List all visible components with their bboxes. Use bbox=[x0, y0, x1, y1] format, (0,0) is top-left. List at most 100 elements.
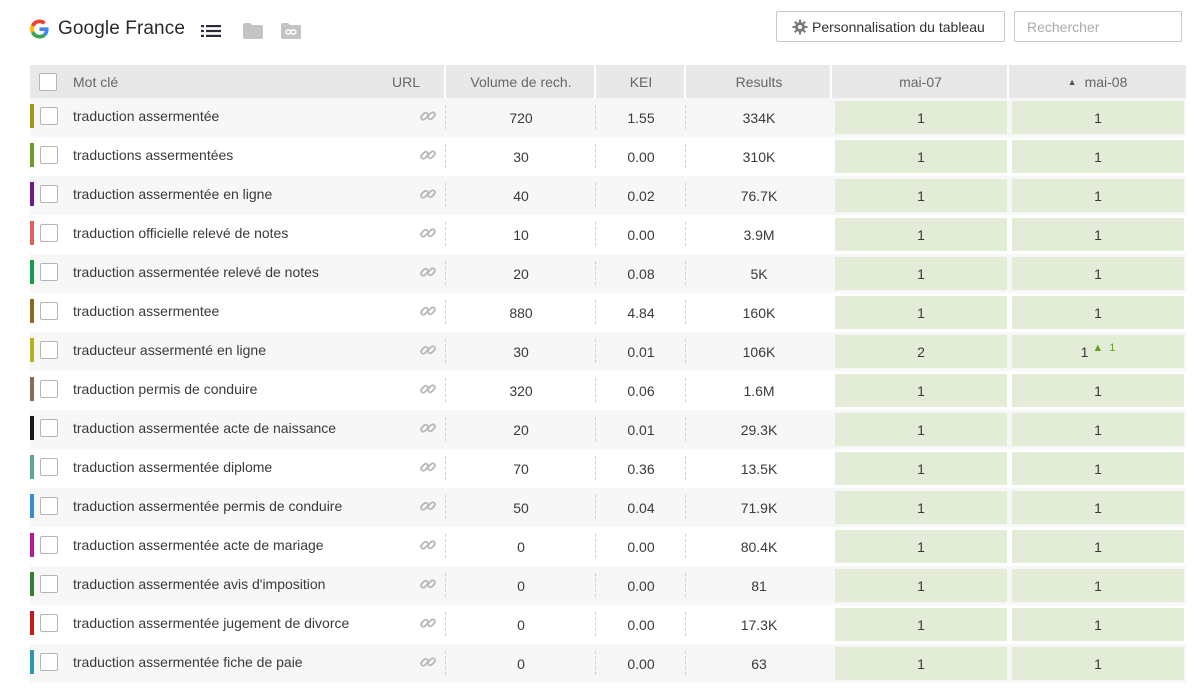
table-row[interactable]: traduction assermentée avis d'imposition… bbox=[30, 566, 1186, 605]
folder-icon[interactable] bbox=[242, 22, 264, 40]
row-checkbox[interactable] bbox=[40, 379, 58, 398]
row-checkbox[interactable] bbox=[40, 418, 58, 437]
volume-cell: 0 bbox=[446, 566, 596, 605]
link-icon[interactable] bbox=[419, 146, 437, 167]
link-icon[interactable] bbox=[419, 263, 437, 284]
link-icon[interactable] bbox=[419, 224, 437, 245]
row-checkbox[interactable] bbox=[40, 574, 58, 593]
table-row[interactable]: traduction assermentée jugement de divor… bbox=[30, 605, 1186, 644]
table-row[interactable]: traduction assermentee 880 4.84 160K 1 1 bbox=[30, 293, 1186, 332]
position-value: 1 bbox=[835, 296, 1007, 329]
keyword-text[interactable]: traduction assermentée en ligne bbox=[73, 185, 273, 202]
table-row[interactable]: traduction officielle relevé de notes 10 0… bbox=[30, 215, 1186, 254]
table-row[interactable]: traduction assermentée 720 1.55 334K 1 1 bbox=[30, 98, 1186, 137]
link-icon[interactable] bbox=[419, 575, 437, 596]
keyword-text[interactable]: traduction officielle relevé de notes bbox=[73, 224, 289, 241]
column-header-results[interactable]: Results bbox=[686, 65, 832, 98]
row-select bbox=[30, 332, 66, 371]
link-icon[interactable] bbox=[419, 653, 437, 674]
results-cell: 5K bbox=[750, 265, 768, 282]
row-select bbox=[30, 293, 66, 332]
link-icon[interactable] bbox=[419, 107, 437, 128]
keyword-text[interactable]: traduction assermentee bbox=[73, 302, 220, 319]
keyword-cell: traducteur assermenté en ligne bbox=[66, 332, 366, 371]
keyword-text[interactable]: traducteur assermenté en ligne bbox=[73, 341, 266, 358]
select-all-checkbox[interactable] bbox=[39, 72, 57, 91]
search-input[interactable] bbox=[1014, 11, 1182, 42]
customize-table-button[interactable]: Personnalisation du tableau bbox=[776, 11, 1005, 42]
row-checkbox[interactable] bbox=[40, 535, 58, 554]
table-row[interactable]: traductions assermentées 30 0.00 310K 1 1 bbox=[30, 137, 1186, 176]
position-date-1-cell: 1 bbox=[832, 254, 1009, 293]
keyword-text[interactable]: traduction assermentée acte de naissance bbox=[73, 419, 337, 436]
link-folder-icon[interactable] bbox=[280, 22, 302, 40]
link-icon[interactable] bbox=[419, 302, 437, 323]
position-value-container: 1 bbox=[1012, 452, 1184, 485]
column-header-volume[interactable]: Volume de rech. bbox=[446, 65, 596, 98]
link-icon[interactable] bbox=[419, 536, 437, 557]
table-row[interactable]: traduction assermentée permis de conduir… bbox=[30, 488, 1186, 527]
link-icon[interactable] bbox=[419, 380, 437, 401]
table-row[interactable]: traducteur assermenté en ligne 30 0.01 106K… bbox=[30, 332, 1186, 371]
keyword-cell: traduction assermentée en ligne bbox=[66, 176, 366, 215]
row-checkbox[interactable] bbox=[40, 184, 58, 203]
position-date-1-cell: 1 bbox=[832, 371, 1009, 410]
keyword-text[interactable]: traduction assermentée bbox=[73, 107, 220, 124]
keyword-text[interactable]: traduction assermentée acte de mariage bbox=[73, 536, 324, 553]
url-cell bbox=[366, 215, 446, 254]
url-cell bbox=[366, 254, 446, 293]
keyword-text[interactable]: traduction assermentée jugement de divor… bbox=[73, 614, 350, 631]
row-checkbox[interactable] bbox=[40, 613, 58, 632]
column-header-kei[interactable]: KEI bbox=[596, 65, 686, 98]
link-icon[interactable] bbox=[419, 458, 437, 479]
customize-table-label: Personnalisation du tableau bbox=[812, 18, 985, 35]
keyword-text[interactable]: traduction assermentée permis de conduir… bbox=[73, 497, 343, 514]
table-row[interactable]: traduction assermentée acte de mariage 0 0… bbox=[30, 527, 1186, 566]
results-cell: 71.9K bbox=[740, 499, 778, 516]
table-row[interactable]: traduction permis de conduire 320 0.06 1.6M… bbox=[30, 371, 1186, 410]
keyword-text[interactable]: traduction assermentée diplome bbox=[73, 458, 273, 475]
link-icon[interactable] bbox=[419, 341, 437, 362]
row-checkbox[interactable] bbox=[40, 106, 58, 125]
list-view-icon[interactable] bbox=[201, 24, 221, 38]
row-checkbox[interactable] bbox=[40, 301, 58, 320]
keyword-cell: traduction assermentée acte de naissance bbox=[66, 410, 366, 449]
row-checkbox[interactable] bbox=[40, 262, 58, 281]
row-checkbox[interactable] bbox=[40, 223, 58, 242]
keyword-color-tag bbox=[30, 377, 34, 401]
row-checkbox[interactable] bbox=[40, 457, 58, 476]
row-checkbox[interactable] bbox=[40, 145, 58, 164]
table-row[interactable]: traduction assermentée diplome 70 0.36 13.5… bbox=[30, 449, 1186, 488]
table-row[interactable]: traduction assermentée fiche de paie 0 0.0… bbox=[30, 644, 1186, 683]
keyword-text[interactable]: traduction permis de conduire bbox=[73, 380, 258, 397]
position-value-container: 1 bbox=[1012, 179, 1184, 212]
kei-cell: 1.55 bbox=[596, 98, 686, 137]
kei-cell: 0.00 bbox=[596, 215, 686, 254]
table-row[interactable]: traduction assermentée acte de naissance… bbox=[30, 410, 1186, 449]
row-checkbox[interactable] bbox=[40, 652, 58, 671]
column-header-date-2[interactable]: ▲ mai-08 bbox=[1009, 65, 1186, 98]
row-checkbox[interactable] bbox=[40, 340, 58, 359]
table-row[interactable]: traduction assermentée relevé de notes 20… bbox=[30, 254, 1186, 293]
kei-cell: 0.00 bbox=[596, 605, 686, 644]
link-icon[interactable] bbox=[419, 185, 437, 206]
column-header-keyword[interactable]: Mot clé bbox=[66, 65, 366, 98]
keyword-text[interactable]: traduction assermentée relevé de notes bbox=[73, 263, 319, 280]
column-header-date-1[interactable]: mai-07 bbox=[832, 65, 1009, 98]
link-icon[interactable] bbox=[419, 497, 437, 518]
keyword-text[interactable]: traductions assermentées bbox=[73, 146, 234, 163]
table-row[interactable]: traduction assermentée en ligne 40 0.02 76.… bbox=[30, 176, 1186, 215]
link-icon[interactable] bbox=[419, 614, 437, 635]
keyword-text[interactable]: traduction assermentée avis d'imposition bbox=[73, 575, 326, 592]
column-header-url[interactable]: URL bbox=[366, 65, 446, 98]
kei-cell: 0.01 bbox=[596, 410, 686, 449]
volume-cell: 70 bbox=[446, 449, 596, 488]
link-icon[interactable] bbox=[419, 419, 437, 440]
position-value: 1 bbox=[1094, 499, 1102, 516]
results-cell: 13.5K bbox=[740, 460, 778, 477]
keyword-color-tag bbox=[30, 182, 34, 206]
row-checkbox[interactable] bbox=[40, 496, 58, 515]
keyword-text[interactable]: traduction assermentée fiche de paie bbox=[73, 653, 303, 670]
kei-cell: 0.00 bbox=[596, 644, 686, 683]
volume-cell: 320 bbox=[446, 371, 596, 410]
